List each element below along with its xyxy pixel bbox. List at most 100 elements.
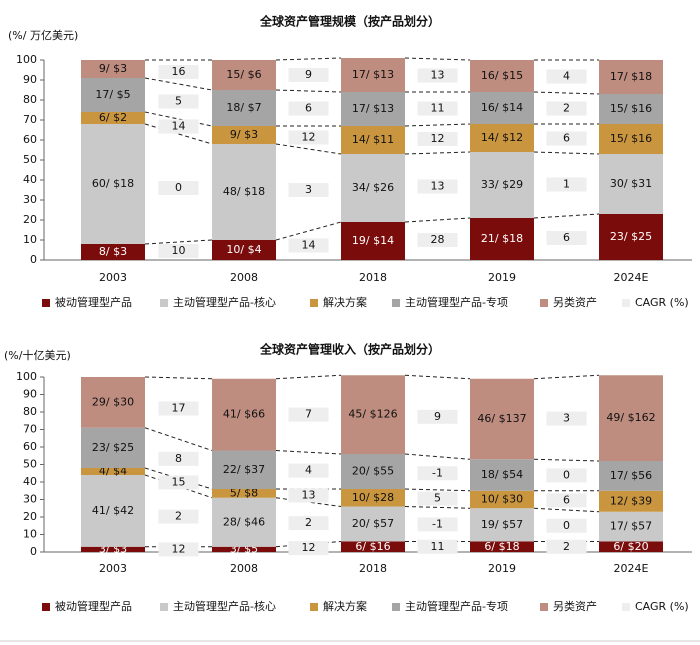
- cagr-box: [288, 488, 329, 503]
- cagr-label: 6: [563, 132, 570, 145]
- bar-segment: [212, 497, 276, 547]
- connector: [275, 221, 342, 241]
- cagr-box: [158, 509, 199, 524]
- value-label: 28/ $46: [223, 515, 265, 528]
- bar-segment: [341, 58, 405, 92]
- connector: [533, 151, 600, 155]
- legend-swatch: [42, 603, 50, 611]
- y-tick-label: 0: [30, 545, 37, 558]
- legend-swatch: [540, 603, 548, 611]
- bar-segment: [470, 541, 534, 552]
- value-label: 17/ $5: [95, 88, 130, 101]
- cagr-box: [417, 517, 458, 532]
- cagr-box: [546, 468, 587, 483]
- legend-swatch: [310, 299, 318, 307]
- bar-segment: [81, 60, 145, 78]
- value-label: 46/ $137: [477, 412, 526, 425]
- legend-label: 被动管理型产品: [55, 599, 132, 613]
- cagr-box: [288, 238, 329, 253]
- cagr-label: 3: [563, 412, 570, 425]
- cagr-label: 6: [563, 231, 570, 244]
- bar-segment: [212, 126, 276, 144]
- value-label: 29/ $30: [92, 395, 134, 408]
- x-tick-label: 2003: [99, 562, 127, 575]
- bar-segment: [81, 124, 145, 244]
- legend-swatch: [622, 603, 630, 611]
- cagr-box: [417, 466, 458, 481]
- value-label: 48/ $18: [223, 185, 265, 198]
- bar-segment: [599, 511, 663, 542]
- cagr-label: 9: [434, 410, 441, 423]
- x-tick-label: 2003: [99, 271, 127, 284]
- cagr-label: 4: [563, 70, 570, 83]
- cagr-box: [417, 101, 458, 116]
- cagr-label: 3: [305, 183, 312, 196]
- connector: [144, 376, 213, 380]
- value-label: 16/ $14: [481, 101, 523, 114]
- x-tick-label: 2019: [488, 271, 516, 284]
- bar-segment: [599, 375, 663, 461]
- cagr-label: 15: [172, 475, 186, 488]
- cagr-label: 14: [172, 120, 186, 133]
- bar-segment: [470, 218, 534, 260]
- bar-segment: [341, 375, 405, 454]
- connector: [404, 488, 471, 492]
- cagr-label: 12: [172, 542, 186, 555]
- value-label: 33/ $29: [481, 178, 523, 191]
- y-tick-label: 50: [23, 153, 37, 166]
- legend-swatch: [160, 603, 168, 611]
- value-label: 15/ $16: [610, 102, 652, 115]
- bar-segment: [212, 60, 276, 90]
- cagr-label: 14: [302, 239, 316, 252]
- bar-segment: [599, 541, 663, 552]
- cagr-label: 0: [563, 468, 570, 481]
- cagr-box: [158, 119, 199, 134]
- value-label: 6/ $18: [484, 540, 519, 553]
- cagr-box: [288, 130, 329, 145]
- bar-segment: [212, 90, 276, 126]
- y-tick-label: 90: [23, 73, 37, 86]
- connector: [533, 458, 600, 462]
- cagr-label: 11: [431, 102, 445, 115]
- y-axis-label: (%/十亿美元): [4, 348, 71, 362]
- bar-segment: [341, 92, 405, 126]
- value-label: 16/ $15: [481, 69, 523, 82]
- cagr-label: 0: [563, 519, 570, 532]
- connector: [144, 111, 213, 127]
- cagr-label: 2: [563, 540, 570, 553]
- cagr-box: [417, 68, 458, 83]
- legend-label: 解决方案: [323, 295, 367, 309]
- value-label: 8/ $3: [99, 245, 127, 258]
- connector: [404, 151, 471, 155]
- legend-label: 被动管理型产品: [55, 295, 132, 309]
- legend-label: 主动管理型产品-核心: [173, 295, 276, 309]
- cagr-label: 7: [305, 408, 312, 421]
- y-tick-label: 90: [23, 388, 37, 401]
- cagr-label: -1: [432, 466, 443, 479]
- cagr-box: [288, 407, 329, 422]
- cagr-box: [417, 409, 458, 424]
- cagr-box: [288, 101, 329, 116]
- value-label: 10/ $28: [352, 491, 394, 504]
- connector: [275, 497, 342, 507]
- value-label: 15/ $6: [226, 68, 261, 81]
- connector: [404, 57, 471, 61]
- value-label: 17/ $13: [352, 102, 394, 115]
- connector: [275, 541, 342, 548]
- legend-label: 主动管理型产品-专项: [405, 295, 508, 309]
- y-tick-label: 100: [16, 53, 37, 66]
- value-label: 9/ $3: [230, 128, 258, 141]
- value-label: 17/ $13: [352, 68, 394, 81]
- legend-swatch: [392, 299, 400, 307]
- chart-title: 全球资产管理收入（按产品划分）: [259, 342, 440, 357]
- legend-label: CAGR (%): [635, 296, 689, 309]
- cagr-box: [546, 101, 587, 116]
- y-tick-label: 40: [23, 173, 37, 186]
- value-label: 14/ $12: [481, 131, 523, 144]
- cagr-label: 5: [175, 95, 182, 108]
- legend-swatch: [622, 299, 630, 307]
- cagr-label: 13: [431, 69, 445, 82]
- bar-segment: [470, 92, 534, 124]
- connector: [533, 374, 600, 380]
- x-tick-label: 2024E: [614, 562, 649, 575]
